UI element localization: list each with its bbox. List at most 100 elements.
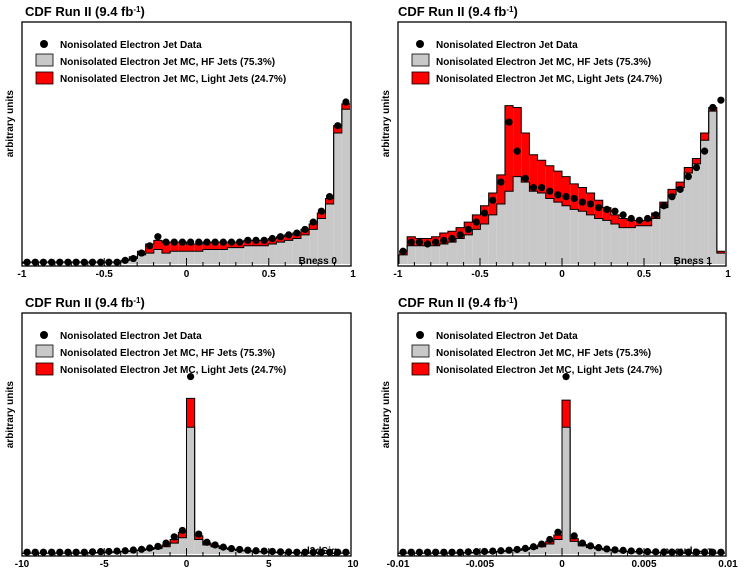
light-jets-bar <box>521 132 530 183</box>
light-jets-bar <box>700 132 709 141</box>
data-point <box>293 229 301 237</box>
data-point <box>285 548 293 556</box>
data-point <box>309 548 317 556</box>
hf-jets-bar <box>260 245 269 264</box>
data-point <box>178 238 187 246</box>
hf-jets-bar <box>211 249 220 264</box>
light-jets-bar <box>562 176 571 206</box>
light-jets-bar <box>692 158 701 164</box>
data-point <box>260 236 268 244</box>
hf-jets-bar <box>562 427 571 554</box>
data-point <box>186 373 195 381</box>
data-point <box>717 548 725 556</box>
hf-jets-bar <box>153 249 162 264</box>
data-point <box>546 535 554 544</box>
light-jets-bar <box>170 242 179 252</box>
data-point <box>432 548 440 556</box>
hf-jets-outline <box>398 426 725 554</box>
data-point <box>236 545 244 554</box>
hf-jets-bar <box>137 254 146 264</box>
hf-jets-bar <box>708 111 717 265</box>
hf-jets-bar <box>317 218 326 264</box>
data-point <box>407 238 415 246</box>
y-axis-label: arbitrary units <box>381 90 392 158</box>
hf-jets-bar <box>251 245 261 264</box>
hf-jets-bar <box>219 249 228 264</box>
data-point <box>186 238 195 246</box>
data-point <box>219 238 227 246</box>
legend-light-swatch <box>35 362 54 376</box>
data-point <box>39 258 48 266</box>
legend-hf-swatch <box>35 53 54 67</box>
light-jets-bar <box>186 243 195 252</box>
legend: Nonisolated Electron Jet Data Nonisolated… <box>35 331 286 376</box>
hf-jets-bar <box>456 238 465 264</box>
data-point <box>554 528 562 536</box>
legend: Nonisolated Electron Jet Data Nonisolated… <box>411 40 662 85</box>
data-point <box>456 548 464 556</box>
hf-jets-bar <box>186 251 195 264</box>
light-jets-bar <box>309 223 318 230</box>
hf-jets-bar <box>570 209 579 264</box>
data-point <box>72 548 80 556</box>
data-point <box>660 548 668 556</box>
hf-jets-bar <box>399 254 408 264</box>
data-point <box>635 547 644 555</box>
hf-jets-bar <box>447 242 457 264</box>
data-point <box>301 548 309 556</box>
hf-jets-bar <box>211 546 220 554</box>
light-jets-bar <box>211 242 220 250</box>
data-point <box>178 526 187 535</box>
panel-title: CDF Run II (9.4 fb-1) <box>398 4 518 19</box>
data-point <box>513 147 521 155</box>
data-point <box>399 548 407 556</box>
hf-jets-bar <box>496 203 505 264</box>
light-jets-bar <box>496 174 505 204</box>
light-jets-bar <box>610 214 620 224</box>
hf-jets-bar <box>529 191 538 264</box>
x-tick-label: 0 <box>559 559 565 570</box>
legend-data-marker <box>416 331 424 339</box>
hf-jets-bar <box>545 544 554 554</box>
light-jets-bar <box>643 220 652 226</box>
light-jets-bar <box>170 539 179 544</box>
hf-jets-bar <box>161 546 171 554</box>
data-point <box>105 547 113 556</box>
legend-light-swatch <box>35 71 54 85</box>
hf-jets-bar <box>243 245 252 264</box>
legend-entry: Nonisolated Electron Jet MC, HF Jets (75… <box>60 348 275 359</box>
light-jets-outline <box>399 105 725 252</box>
light-jets-bar <box>161 242 171 254</box>
hf-jets-bar <box>219 548 228 554</box>
data-point <box>505 546 513 554</box>
legend-light-swatch <box>411 71 430 85</box>
data-point <box>129 254 137 263</box>
data-point <box>472 548 481 556</box>
legend-hf-swatch <box>411 344 430 358</box>
light-jets-bar <box>667 189 677 195</box>
hf-jets-bar <box>602 220 611 264</box>
y-axis-label: arbitrary units <box>5 381 16 449</box>
data-point <box>64 258 72 266</box>
y-axis-label: arbitrary units <box>381 381 392 449</box>
data-point <box>643 548 652 556</box>
hf-jets-bar <box>513 176 522 264</box>
light-jets-bar <box>194 535 203 540</box>
data-point <box>56 258 64 266</box>
hf-jets-bar <box>553 539 562 554</box>
data-point <box>627 214 635 223</box>
light-jets-bar <box>602 207 611 221</box>
data-point <box>97 548 105 556</box>
legend-hf-swatch <box>411 53 430 67</box>
data-point <box>709 103 717 112</box>
hf-jets-bar <box>586 214 595 264</box>
data-point <box>407 548 415 556</box>
data-point <box>448 548 456 556</box>
data-point <box>668 548 676 556</box>
legend-entry: Nonisolated Electron Jet MC, Light Jets … <box>60 365 286 376</box>
hf-jets-bar <box>684 173 693 264</box>
hf-jets-bar <box>578 211 587 264</box>
data-point <box>154 542 162 551</box>
light-jets-bar <box>178 242 187 252</box>
data-point <box>676 548 684 556</box>
